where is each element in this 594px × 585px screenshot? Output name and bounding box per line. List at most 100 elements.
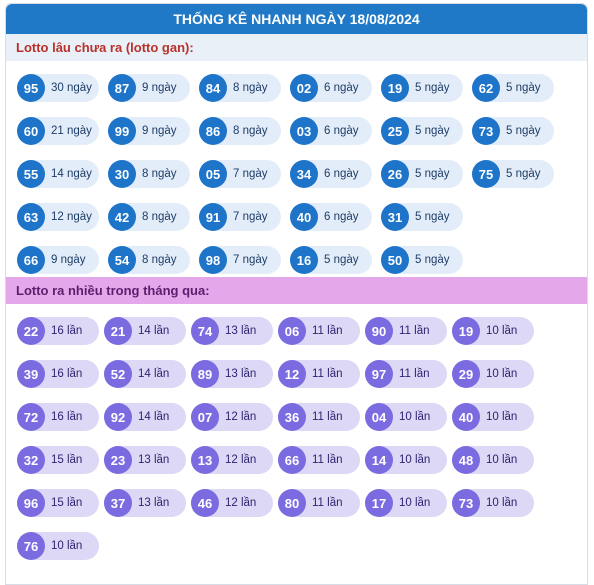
lotto-count: 10 lần [399, 411, 431, 423]
lotto-count: 11 lần [312, 368, 343, 380]
lotto-number: 66 [17, 246, 45, 274]
lotto-item[interactable]: 03 6 ngày [290, 117, 372, 145]
lotto-item[interactable]: 86 8 ngày [199, 117, 281, 145]
lotto-item[interactable]: 87 9 ngày [108, 74, 190, 102]
lotto-item[interactable]: 29 10 lần [452, 360, 534, 388]
lotto-number: 90 [365, 317, 393, 345]
lotto-item[interactable]: 39 16 lần [17, 360, 99, 388]
lotto-item[interactable]: 55 14 ngày [17, 160, 99, 188]
lotto-item[interactable]: 16 5 ngày [290, 246, 372, 274]
lotto-item[interactable]: 07 12 lần [191, 403, 273, 431]
lotto-item[interactable]: 40 10 lần [452, 403, 534, 431]
lotto-item[interactable]: 66 9 ngày [17, 246, 99, 274]
lotto-item[interactable]: 22 16 lần [17, 317, 99, 345]
lotto-number: 16 [290, 246, 318, 274]
lotto-item[interactable]: 19 10 lần [452, 317, 534, 345]
lotto-item[interactable]: 12 11 lần [278, 360, 360, 388]
lotto-item[interactable]: 66 11 lần [278, 446, 360, 474]
lotto-number: 23 [104, 446, 132, 474]
panel-title: THỐNG KÊ NHANH NGÀY 18/08/2024 [6, 4, 587, 34]
lotto-number: 21 [104, 317, 132, 345]
lotto-item[interactable]: 37 13 lần [104, 489, 186, 517]
lotto-number: 29 [452, 360, 480, 388]
lotto-item[interactable]: 46 12 lần [191, 489, 273, 517]
lotto-item[interactable]: 90 11 lần [365, 317, 447, 345]
lotto-item[interactable]: 75 5 ngày [472, 160, 554, 188]
lotto-count: 30 ngày [51, 82, 92, 94]
lotto-number: 66 [278, 446, 306, 474]
lotto-item[interactable]: 36 11 lần [278, 403, 360, 431]
lotto-number: 25 [381, 117, 409, 145]
lotto-count: 5 ngày [506, 168, 541, 180]
lotto-item[interactable]: 60 21 ngày [17, 117, 99, 145]
lotto-item[interactable]: 92 14 lần [104, 403, 186, 431]
lotto-item[interactable]: 02 6 ngày [290, 74, 372, 102]
lotto-item[interactable]: 48 10 lần [452, 446, 534, 474]
lotto-count: 10 lần [486, 497, 518, 509]
lotto-number: 50 [381, 246, 409, 274]
lotto-item[interactable]: 98 7 ngày [199, 246, 281, 274]
lotto-item[interactable]: 31 5 ngày [381, 203, 463, 231]
lotto-item[interactable]: 95 30 ngày [17, 74, 99, 102]
lotto-item[interactable]: 76 10 lần [17, 532, 99, 560]
lotto-item[interactable]: 13 12 lần [191, 446, 273, 474]
lotto-item[interactable]: 54 8 ngày [108, 246, 190, 274]
lotto-item[interactable]: 80 11 lần [278, 489, 360, 517]
lotto-count: 5 ngày [324, 254, 359, 266]
lotto-item[interactable]: 19 5 ngày [381, 74, 463, 102]
lotto-count: 14 ngày [51, 168, 92, 180]
lotto-item[interactable]: 89 13 lần [191, 360, 273, 388]
lotto-item[interactable]: 26 5 ngày [381, 160, 463, 188]
lotto-count: 7 ngày [233, 211, 268, 223]
lotto-item[interactable]: 62 5 ngày [472, 74, 554, 102]
lotto-count: 10 lần [486, 325, 518, 337]
lotto-number: 30 [108, 160, 136, 188]
lotto-count: 15 lần [51, 454, 83, 466]
lotto-number: 60 [17, 117, 45, 145]
lotto-item[interactable]: 17 10 lần [365, 489, 447, 517]
lotto-item[interactable]: 21 14 lần [104, 317, 186, 345]
lotto-item[interactable]: 52 14 lần [104, 360, 186, 388]
lotto-count: 11 lần [312, 497, 343, 509]
lotto-count: 10 lần [399, 454, 431, 466]
lotto-item[interactable]: 97 11 lần [365, 360, 447, 388]
lotto-number: 92 [104, 403, 132, 431]
lotto-item[interactable]: 34 6 ngày [290, 160, 372, 188]
lotto-count: 12 ngày [51, 211, 92, 223]
lotto-item[interactable]: 99 9 ngày [108, 117, 190, 145]
lotto-count: 8 ngày [142, 211, 177, 223]
lotto-number: 87 [108, 74, 136, 102]
lotto-number: 89 [191, 360, 219, 388]
lotto-item[interactable]: 25 5 ngày [381, 117, 463, 145]
lotto-number: 62 [472, 74, 500, 102]
lotto-item[interactable]: 42 8 ngày [108, 203, 190, 231]
lotto-count: 8 ngày [142, 254, 177, 266]
gan-section-title: Lotto lâu chưa ra (lotto gan): [6, 34, 587, 61]
lotto-item[interactable]: 96 15 lần [17, 489, 99, 517]
lotto-item[interactable]: 72 16 lần [17, 403, 99, 431]
lotto-item[interactable]: 91 7 ngày [199, 203, 281, 231]
lotto-count: 6 ngày [324, 82, 359, 94]
lotto-number: 55 [17, 160, 45, 188]
lotto-count: 13 lần [138, 454, 170, 466]
lotto-item[interactable]: 84 8 ngày [199, 74, 281, 102]
lotto-number: 74 [191, 317, 219, 345]
lotto-count: 5 ngày [415, 254, 450, 266]
lotto-item[interactable]: 30 8 ngày [108, 160, 190, 188]
lotto-item[interactable]: 04 10 lần [365, 403, 447, 431]
lotto-count: 10 lần [399, 497, 431, 509]
lotto-item[interactable]: 40 6 ngày [290, 203, 372, 231]
lotto-item[interactable]: 74 13 lần [191, 317, 273, 345]
lotto-item[interactable]: 05 7 ngày [199, 160, 281, 188]
lotto-item[interactable]: 50 5 ngày [381, 246, 463, 274]
lotto-item[interactable]: 73 10 lần [452, 489, 534, 517]
lotto-item[interactable]: 63 12 ngày [17, 203, 99, 231]
lotto-item[interactable]: 32 15 lần [17, 446, 99, 474]
lotto-item[interactable]: 06 11 lần [278, 317, 360, 345]
lotto-item[interactable]: 23 13 lần [104, 446, 186, 474]
lotto-number: 40 [290, 203, 318, 231]
frequent-grid: 22 16 lần 21 14 lần 74 13 lần 06 11 lần 90 11 lần… [6, 304, 587, 574]
lotto-item[interactable]: 73 5 ngày [472, 117, 554, 145]
lotto-count: 9 ngày [142, 125, 177, 137]
lotto-item[interactable]: 14 10 lần [365, 446, 447, 474]
